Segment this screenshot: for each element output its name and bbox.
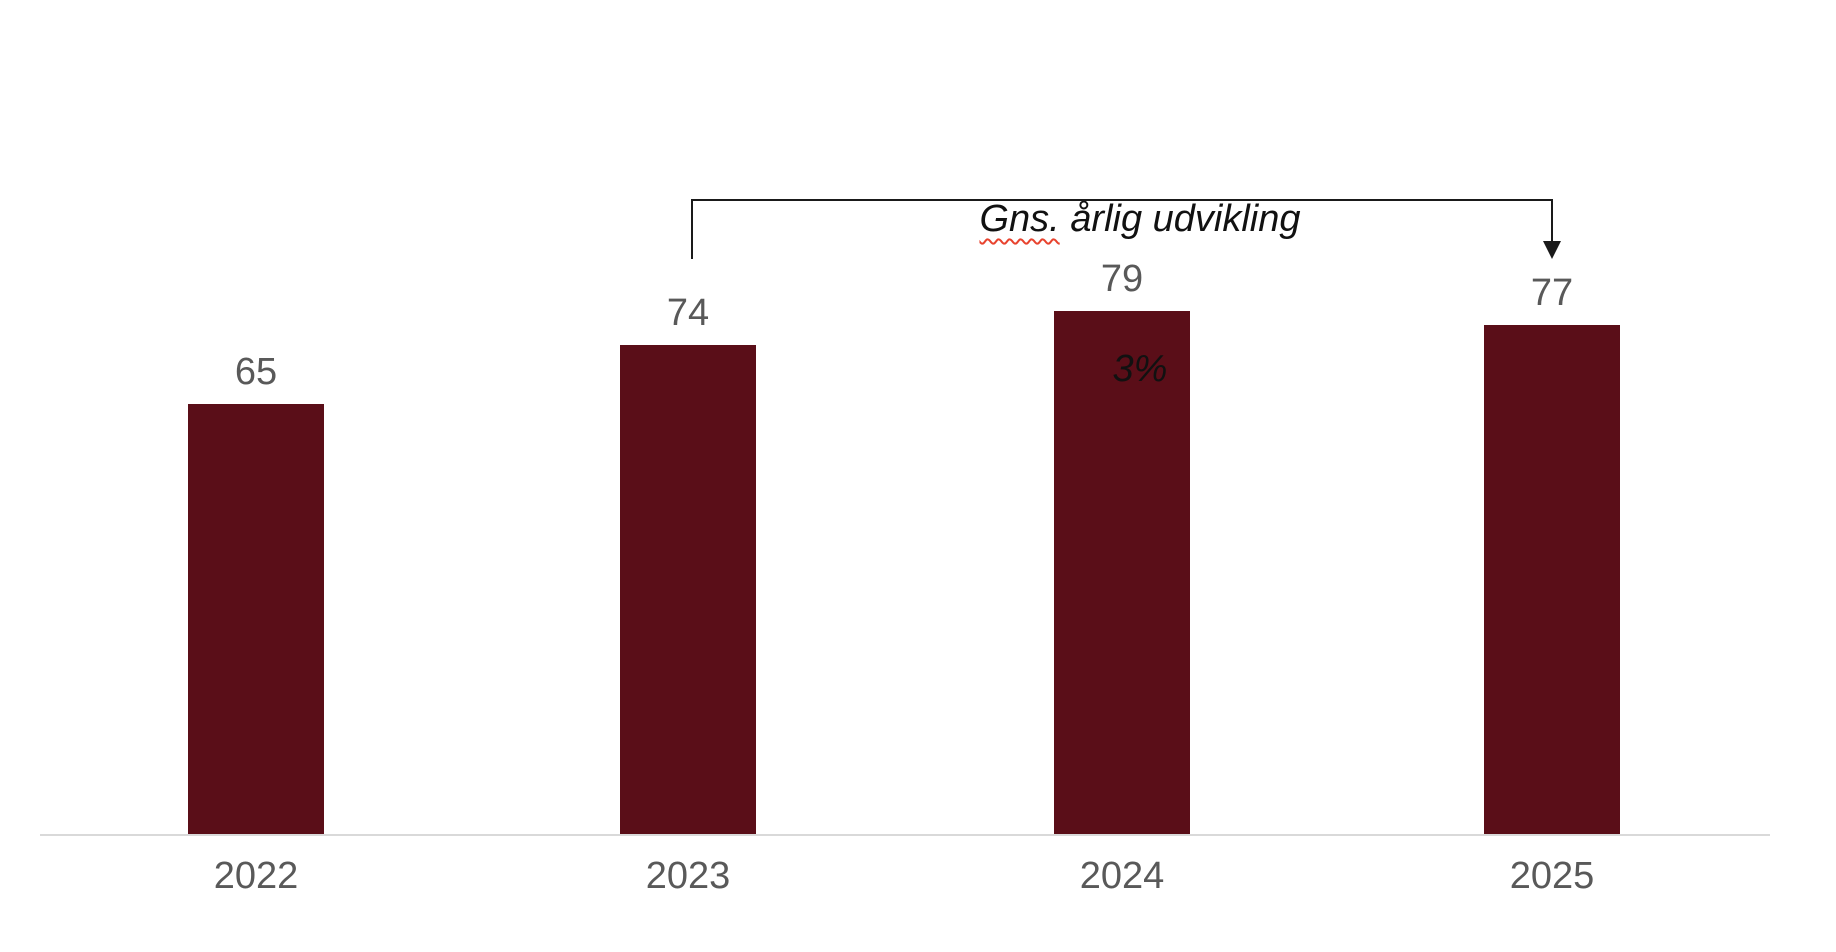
bar-value-label-2022: 65: [234, 351, 278, 393]
annotation-line1: Gns. årlig udvikling: [740, 194, 1540, 244]
annotation-line2: 3%: [1112, 348, 1168, 390]
bar-2024: [1054, 311, 1190, 836]
bar-2025: [1484, 325, 1620, 836]
annotation-text: Gns. årlig udvikling 3%: [740, 94, 1540, 494]
bar-value-label-2023: 74: [666, 292, 710, 334]
x-axis-label-2025: 2025: [1509, 855, 1595, 897]
x-axis-label-2024: 2024: [1079, 855, 1165, 897]
x-axis-line: [40, 834, 1770, 836]
annotation-spellchecked-word: Gns.: [979, 198, 1060, 240]
x-axis-label-2022: 2022: [213, 855, 299, 897]
bar-2023: [620, 345, 756, 836]
bar-value-label-2024: 79: [1100, 258, 1144, 300]
x-axis-label-2023: 2023: [645, 855, 731, 897]
bar-2022: [188, 404, 324, 836]
annotation-line1-rest: årlig udvikling: [1059, 198, 1301, 240]
bar-value-label-2025: 77: [1530, 272, 1574, 314]
